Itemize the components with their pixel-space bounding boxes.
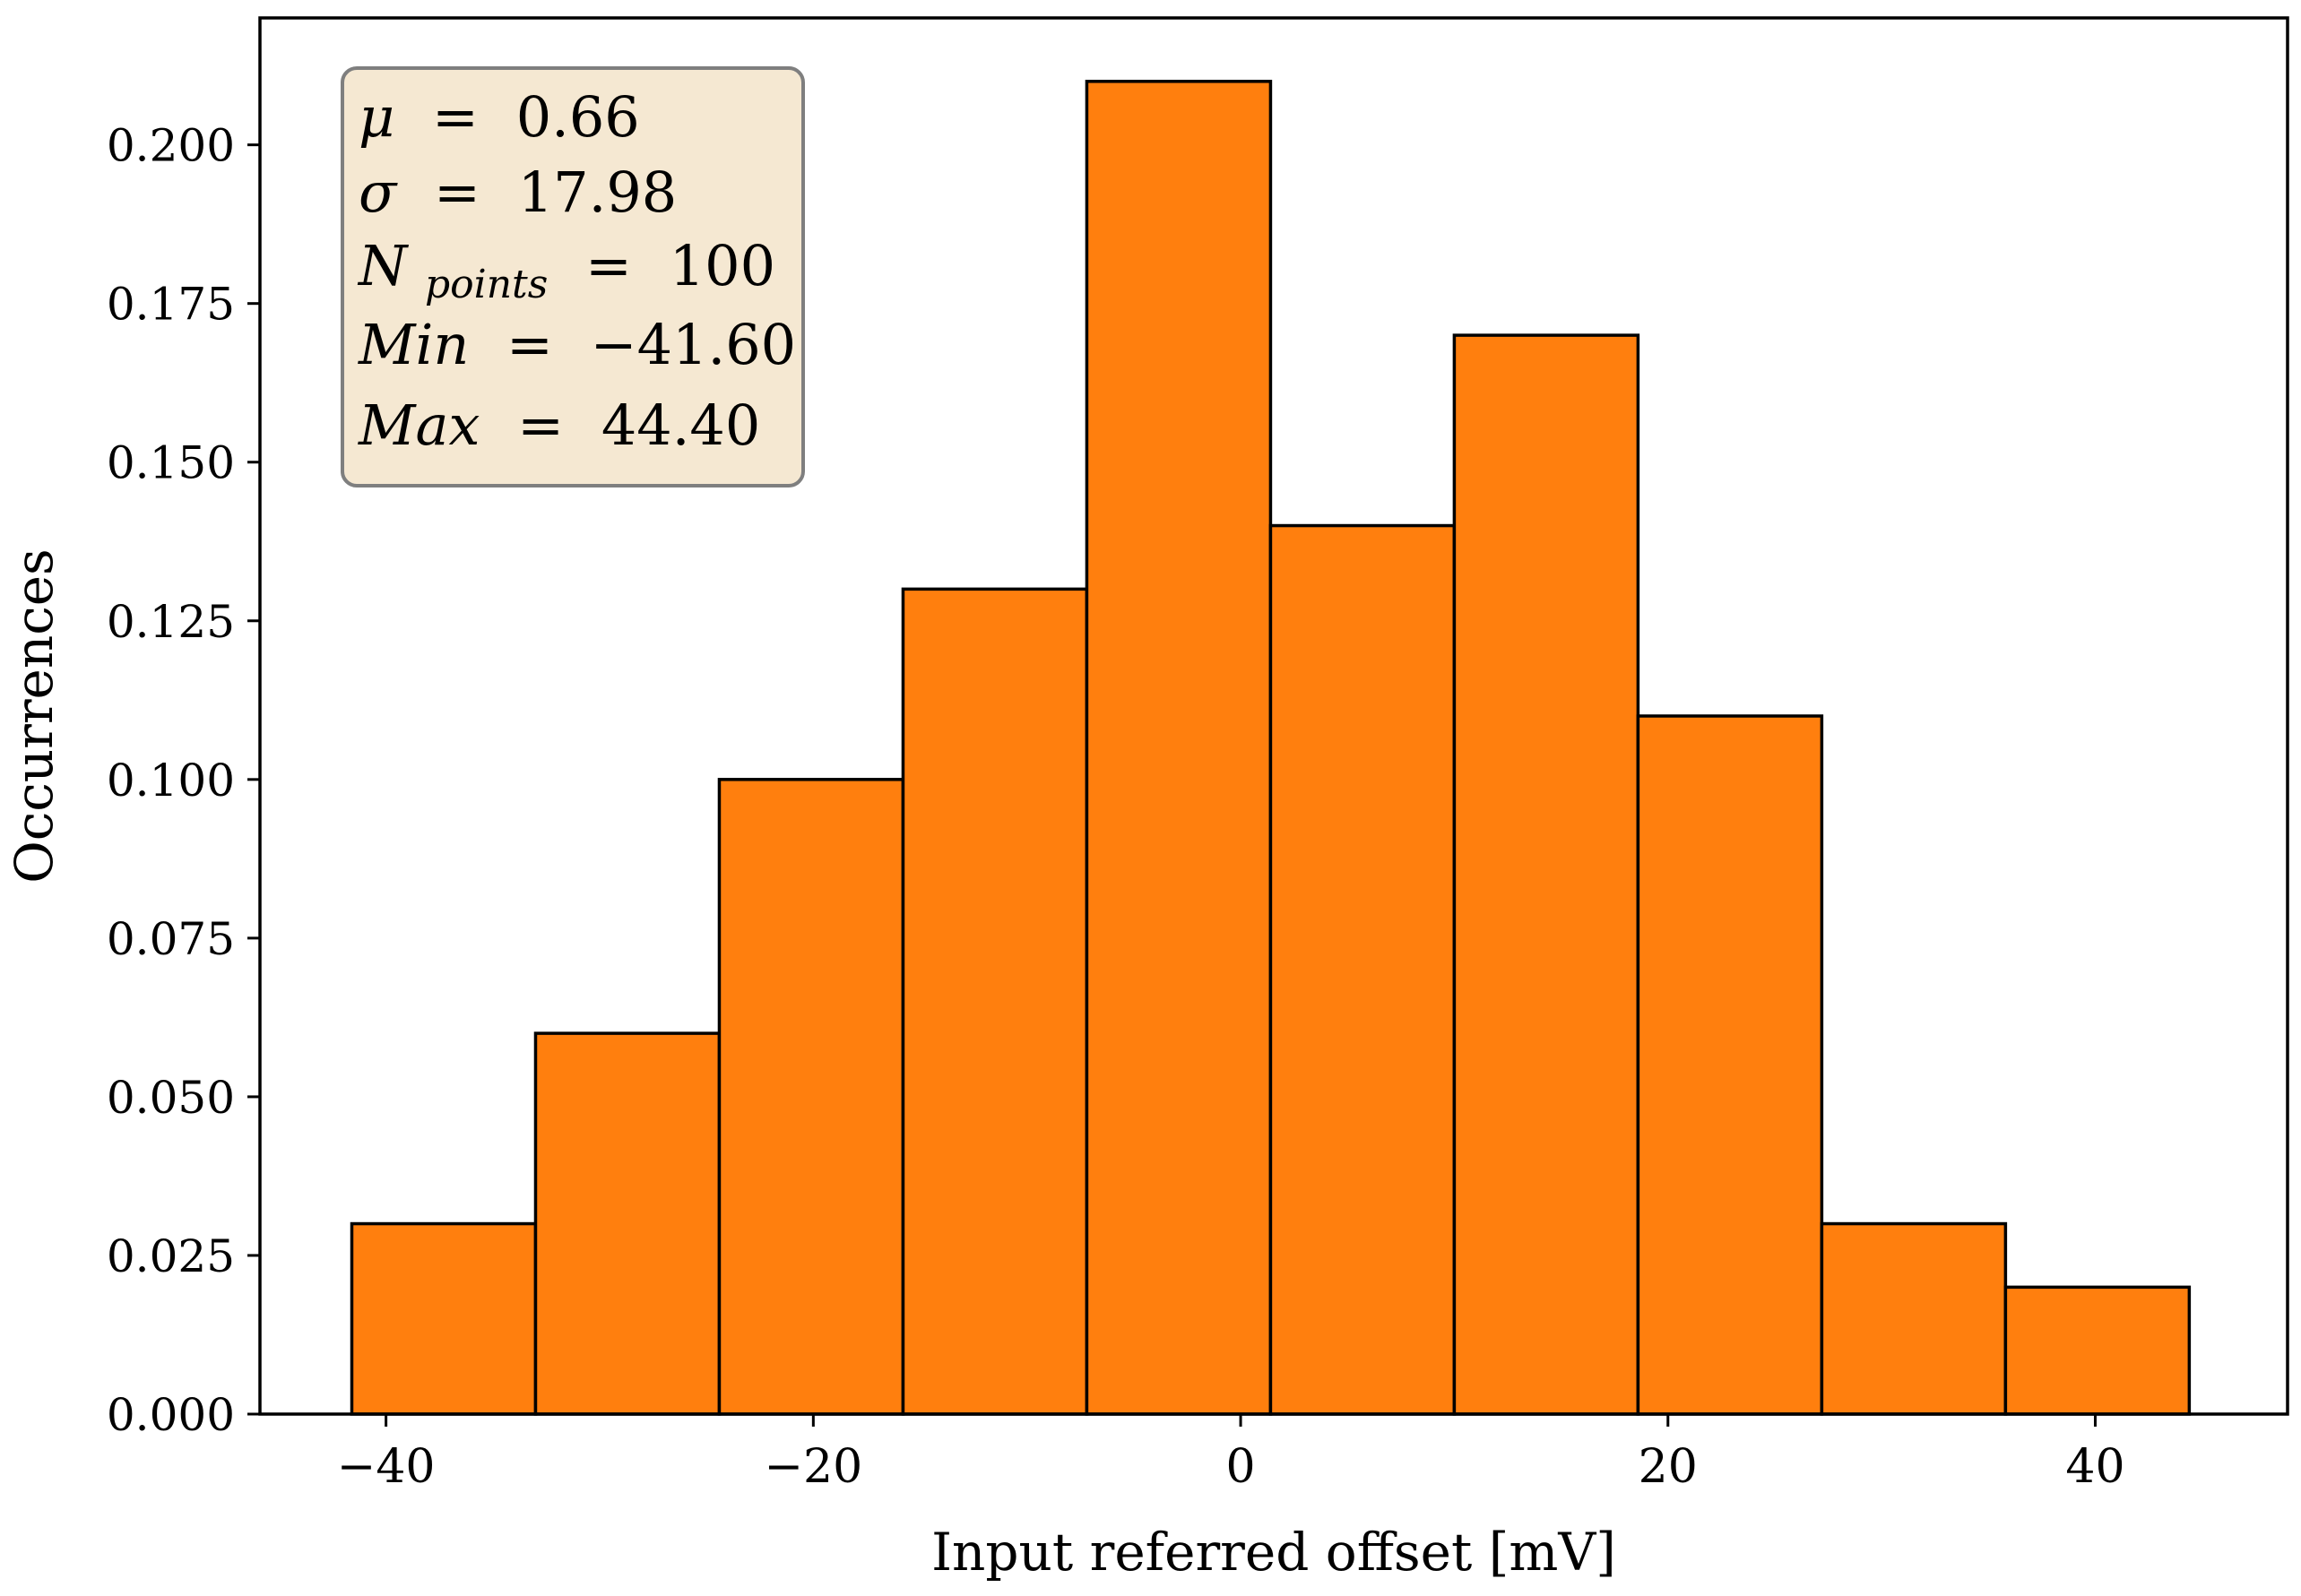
stats-min: Min = −41.60 [358, 312, 796, 377]
n-subscript: points [425, 262, 548, 307]
stats-max: Max = 44.40 [358, 393, 760, 458]
x-axis-label: Input referred offset [mV] [931, 1522, 1616, 1583]
x-axis-ticks: −40 −20 0 20 40 [337, 1414, 2125, 1494]
n-value: 100 [670, 233, 775, 298]
y-tick-label: 0.075 [107, 913, 235, 965]
max-value: 44.40 [601, 393, 761, 458]
sigma-symbol: σ [359, 160, 398, 225]
max-label: Max [358, 393, 480, 458]
mu-value: 0.66 [516, 84, 640, 150]
y-axis-label: Occurrences [4, 548, 65, 884]
stats-npoints: N points = 100 [357, 233, 775, 311]
stats-box-background [341, 66, 805, 487]
bars-group [350, 80, 2192, 1416]
y-tick-label: 0.000 [107, 1389, 235, 1441]
x-tick-label: 20 [1639, 1440, 1698, 1494]
histogram-bar [1268, 523, 1457, 1416]
x-tick-label: 40 [2065, 1440, 2124, 1494]
histogram-bar [2003, 1285, 2192, 1416]
histogram-bar [717, 778, 905, 1416]
y-axis-ticks: 0.000 0.025 0.050 0.075 0.100 0.125 0.150 0.175… [107, 120, 260, 1441]
y-tick-label: 0.025 [107, 1230, 235, 1282]
min-equals: = [506, 312, 553, 377]
histogram-bar [1085, 80, 1273, 1416]
stats-mean: μ = 0.66 [359, 84, 640, 150]
histogram-bar [901, 587, 1089, 1416]
histogram-bar [1636, 714, 1824, 1416]
n-equals: = [585, 233, 632, 298]
y-tick-label: 0.150 [107, 437, 235, 489]
min-value: −41.60 [591, 312, 796, 377]
sigma-value: 17.98 [518, 160, 678, 225]
mu-equals: = [432, 84, 479, 150]
mu-symbol: μ [359, 84, 394, 150]
x-tick-label: 0 [1226, 1440, 1256, 1494]
y-tick-label: 0.200 [107, 120, 235, 172]
max-equals: = [517, 393, 564, 458]
min-label: Min [358, 312, 469, 377]
y-tick-label: 0.125 [107, 596, 235, 648]
stats-annotation-box: μ = 0.66 σ = 17.98 N points = 100 Min = … [341, 66, 805, 487]
histogram-bar [1452, 333, 1640, 1416]
stats-std: σ = 17.98 [359, 160, 677, 225]
y-tick-label: 0.050 [107, 1072, 235, 1124]
y-tick-label: 0.175 [107, 279, 235, 331]
histogram-bar [1820, 1221, 2008, 1416]
n-symbol: N [357, 233, 410, 298]
x-tick-label: −40 [337, 1440, 436, 1494]
plot-frame [258, 16, 2289, 1416]
y-tick-label: 0.100 [107, 755, 235, 807]
sigma-equals: = [434, 160, 480, 225]
x-tick-label: −20 [764, 1440, 862, 1494]
histogram-bar [350, 1221, 538, 1416]
histogram-bar [533, 1031, 722, 1416]
